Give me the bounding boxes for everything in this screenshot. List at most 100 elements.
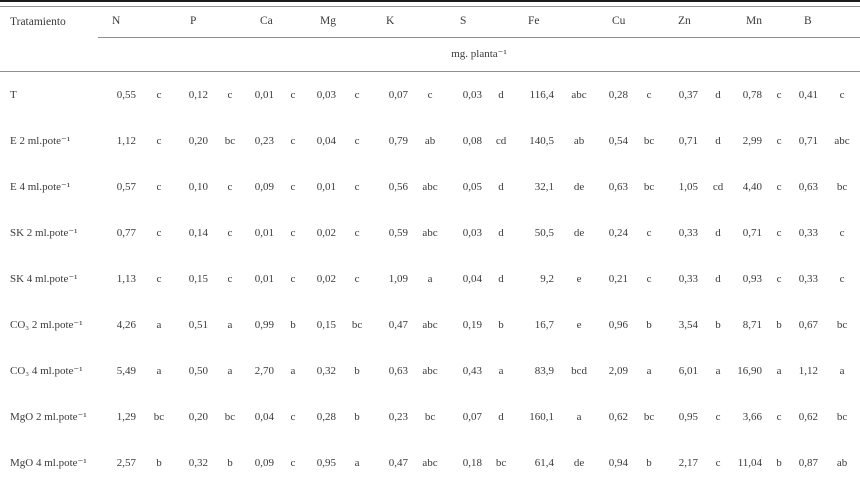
significance-letter: abc: [422, 364, 438, 377]
table-row: MgO 4 ml.pote⁻¹ 2,57 b 0,32 b 0,09 c 0,95 a 0,47 a…: [0, 440, 860, 480]
significance-letter: de: [573, 456, 585, 469]
value-cell: 0,59: [388, 226, 409, 239]
value-cell: 0,07: [462, 410, 483, 423]
value-cell: 0,94: [608, 456, 629, 469]
significance-letter: bc: [224, 134, 236, 147]
table-row: CO₃ 2 ml.pote⁻¹ 4,26 a 0,51 a 0,99 b 0,15 bc 0,47…: [0, 302, 860, 348]
significance-letter: bc: [224, 410, 236, 423]
significance-letter: b: [646, 318, 652, 331]
value-cell: 0,41: [798, 88, 819, 101]
value-cell: 2,99: [742, 134, 763, 147]
value-cell: 0,51: [188, 318, 208, 331]
significance-letter: a: [227, 364, 233, 377]
value-cell: 0,09: [254, 180, 274, 193]
significance-letter: bc: [495, 456, 507, 469]
significance-letter: e: [576, 318, 582, 331]
significance-letter: abc: [422, 226, 438, 239]
significance-letter: a: [227, 318, 233, 331]
treatment-label: CO₃ 2 ml.pote⁻¹: [10, 318, 83, 331]
value-cell: 50,5: [534, 226, 555, 239]
value-cell: 1,12: [116, 134, 136, 147]
significance-letter: de: [573, 180, 585, 193]
significance-letter: c: [776, 226, 782, 239]
significance-letter: a: [354, 456, 360, 469]
value-cell: 0,02: [316, 226, 336, 239]
value-cell: 16,90: [737, 364, 763, 377]
value-cell: 0,54: [608, 134, 629, 147]
significance-letter: d: [498, 88, 504, 101]
value-cell: 1,05: [678, 180, 699, 193]
table-row: CO₃ 4 ml.pote⁻¹ 5,49 a 0,50 a 2,70 a 0,32 b 0,63 a…: [0, 348, 860, 394]
significance-letter: c: [354, 134, 360, 147]
significance-letter: c: [290, 456, 296, 469]
significance-letter: c: [646, 272, 652, 285]
value-cell: 0,12: [188, 88, 208, 101]
value-cell: 11,04: [737, 456, 763, 469]
significance-letter: a: [646, 364, 652, 377]
value-cell: 0,57: [116, 180, 136, 193]
value-cell: 0,95: [316, 456, 336, 469]
significance-letter: b: [776, 456, 782, 469]
significance-letter: bcd: [571, 364, 587, 377]
significance-letter: bc: [153, 410, 165, 423]
value-cell: 0,08: [462, 134, 483, 147]
value-cell: 0,09: [254, 456, 274, 469]
significance-letter: ab: [424, 134, 436, 147]
value-cell: 0,99: [254, 318, 274, 331]
value-cell: 0,01: [254, 88, 274, 101]
significance-letter: c: [646, 88, 652, 101]
value-cell: 0,23: [388, 410, 409, 423]
significance-letter: cd: [495, 134, 507, 147]
value-cell: 1,12: [798, 364, 819, 377]
significance-letter: abc: [422, 180, 438, 193]
column-header-mg: Mg: [306, 7, 373, 38]
significance-letter: c: [290, 272, 296, 285]
significance-letter: c: [156, 180, 162, 193]
significance-letter: bc: [643, 134, 655, 147]
table-row: SK 2 ml.pote⁻¹ 0,77 c 0,14 c 0,01 c 0,02 c 0,59 ab…: [0, 210, 860, 256]
unit-row: mg. planta⁻¹: [0, 37, 860, 72]
header-row: Tratamiento N P Ca Mg K S Fe Cu Zn Mn B: [0, 7, 860, 38]
significance-letter: c: [646, 226, 652, 239]
significance-letter: b: [227, 456, 233, 469]
unit-row-spacer: [0, 37, 98, 72]
column-header-ca: Ca: [246, 7, 306, 38]
value-cell: 0,28: [608, 88, 629, 101]
significance-letter: c: [227, 272, 233, 285]
value-cell: 0,33: [678, 272, 699, 285]
column-header-cu: Cu: [598, 7, 665, 38]
value-cell: 0,62: [608, 410, 629, 423]
significance-letter: c: [227, 226, 233, 239]
significance-letter: de: [573, 226, 585, 239]
significance-letter: bc: [351, 318, 363, 331]
value-cell: 0,43: [462, 364, 483, 377]
value-cell: 0,33: [678, 226, 699, 239]
significance-letter: c: [354, 226, 360, 239]
unit-label: mg. planta⁻¹: [98, 37, 860, 72]
value-cell: 0,32: [188, 456, 208, 469]
value-cell: 0,04: [462, 272, 483, 285]
value-cell: 0,15: [188, 272, 208, 285]
value-cell: 0,03: [462, 226, 483, 239]
significance-letter: cd: [712, 180, 724, 193]
value-cell: 0,10: [188, 180, 208, 193]
treatment-label: SK 2 ml.pote⁻¹: [10, 226, 78, 239]
significance-letter: c: [776, 88, 782, 101]
significance-letter: c: [839, 88, 845, 101]
value-cell: 0,63: [388, 364, 409, 377]
value-cell: 1,09: [388, 272, 409, 285]
treatment-label: MgO 4 ml.pote⁻¹: [10, 456, 87, 469]
value-cell: 1,13: [116, 272, 136, 285]
significance-letter: bc: [836, 410, 848, 423]
value-cell: 4,40: [742, 180, 763, 193]
significance-letter: c: [156, 226, 162, 239]
treatment-label: MgO 2 ml.pote⁻¹: [10, 410, 87, 423]
value-cell: 0,71: [678, 134, 699, 147]
value-cell: 0,71: [742, 226, 763, 239]
significance-letter: c: [776, 272, 782, 285]
significance-letter: c: [290, 226, 296, 239]
value-cell: 0,47: [388, 456, 409, 469]
significance-letter: c: [354, 88, 360, 101]
significance-letter: c: [354, 272, 360, 285]
significance-letter: ab: [836, 456, 848, 469]
